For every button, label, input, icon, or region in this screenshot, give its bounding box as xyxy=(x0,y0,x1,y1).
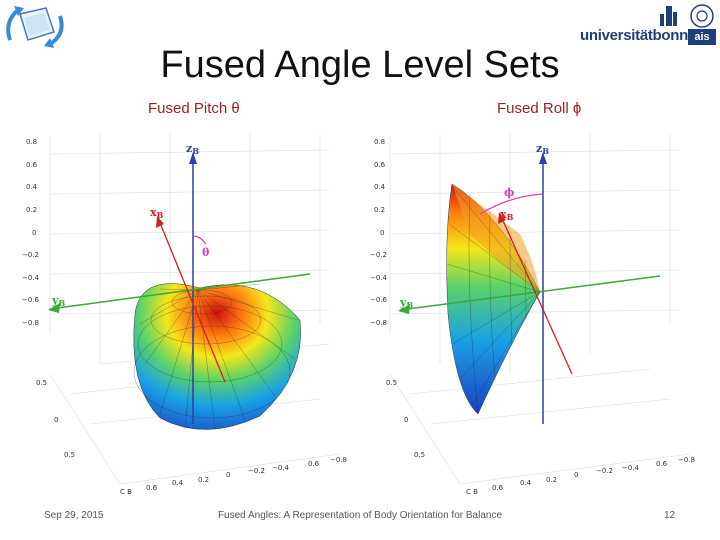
university-name: universitätbonn xyxy=(580,27,689,44)
university-emblem-icon xyxy=(660,4,714,28)
svg-text:0.5: 0.5 xyxy=(64,451,75,459)
pitch-z-label: zB xyxy=(186,142,199,156)
svg-text:0: 0 xyxy=(32,229,36,237)
roll-left-ticks: 0.5 0 0.5 xyxy=(386,379,425,459)
pitch-bottom-ticks: C B 0.6 0.4 0.2 0 −0.2 −0.4 0.6 −0.8 xyxy=(120,456,347,496)
slide-title: Fused Angle Level Sets xyxy=(160,44,560,86)
svg-text:0: 0 xyxy=(404,416,408,424)
svg-text:C B: C B xyxy=(120,488,132,496)
svg-text:−0.2: −0.2 xyxy=(596,467,613,475)
pitch-left-ticks: 0.5 0 0.5 xyxy=(36,379,75,459)
pitch-x-label: xB xyxy=(150,206,164,220)
svg-text:−0.8: −0.8 xyxy=(678,456,695,464)
pitch-angle-arc xyxy=(192,235,207,245)
footer-title: Fused Angles: A Representation of Body O… xyxy=(217,510,503,521)
svg-text:0.8: 0.8 xyxy=(374,138,385,146)
svg-text:0.4: 0.4 xyxy=(172,479,184,487)
svg-text:0.6: 0.6 xyxy=(492,484,504,492)
svg-text:0.2: 0.2 xyxy=(198,476,209,484)
svg-text:0: 0 xyxy=(54,416,58,424)
svg-text:−0.6: −0.6 xyxy=(370,296,388,304)
roll-plot-label: Fused Roll ϕ xyxy=(497,100,582,117)
university-logo: universitätbonn ais xyxy=(578,2,718,48)
pitch-level-set-plot: zB xB yB θ 0.8 0.6 0.4 0.2 0 −0.2 −0.4 −… xyxy=(10,124,350,504)
pitch-x-axis xyxy=(157,217,226,383)
pitch-z-ticks: 0.8 0.6 0.4 0.2 0 −0.2 −0.4 −0.6 −0.8 xyxy=(22,138,40,327)
svg-text:−0.8: −0.8 xyxy=(370,319,387,327)
svg-text:0.6: 0.6 xyxy=(656,460,668,468)
footer-date: Sep 29, 2015 xyxy=(44,510,104,521)
svg-text:0: 0 xyxy=(226,471,230,479)
svg-text:−0.4: −0.4 xyxy=(622,464,640,472)
roll-y-label: yB xyxy=(399,296,413,310)
roll-x-axis xyxy=(499,213,573,375)
roll-angle-arc xyxy=(479,193,544,215)
pitch-y-axis xyxy=(49,273,311,310)
svg-text:−0.4: −0.4 xyxy=(22,274,40,282)
svg-text:0.2: 0.2 xyxy=(374,206,385,214)
svg-text:0.4: 0.4 xyxy=(520,479,532,487)
roll-x-label: xB xyxy=(500,208,514,222)
roll-grid xyxy=(389,132,691,485)
roll-angle-label: ϕ xyxy=(504,186,514,199)
roll-plot-canvas: zB xB yB ϕ 0.8 0.6 0.4 0.2 0 −0.2 −0.4 −… xyxy=(370,132,695,496)
roll-z-ticks: 0.8 0.6 0.4 0.2 0 −0.2 −0.4 −0.6 −0.8 xyxy=(370,138,388,327)
page-number: 12 xyxy=(664,510,676,521)
svg-text:0.2: 0.2 xyxy=(26,206,37,214)
svg-text:−0.4: −0.4 xyxy=(370,274,388,282)
roll-bottom-ticks: C B 0.6 0.4 0.2 0 −0.2 −0.4 0.6 −0.8 xyxy=(466,456,695,496)
rotation-logo-icon xyxy=(6,6,64,48)
roll-surface xyxy=(446,183,541,415)
svg-text:0.4: 0.4 xyxy=(26,183,38,191)
roll-y-axis xyxy=(399,275,661,311)
svg-text:C B: C B xyxy=(466,488,478,496)
svg-text:−0.6: −0.6 xyxy=(22,296,40,304)
svg-text:0.4: 0.4 xyxy=(374,183,386,191)
svg-text:0: 0 xyxy=(380,229,384,237)
svg-text:−0.4: −0.4 xyxy=(272,464,290,472)
rotation-logo xyxy=(2,2,68,52)
svg-text:0.6: 0.6 xyxy=(308,460,320,468)
pitch-surface xyxy=(133,283,301,431)
group-badge: ais xyxy=(688,29,716,45)
svg-text:0.5: 0.5 xyxy=(386,379,397,387)
svg-text:0.2: 0.2 xyxy=(546,476,557,484)
svg-text:0.6: 0.6 xyxy=(26,161,38,169)
svg-text:0.8: 0.8 xyxy=(26,138,37,146)
svg-text:−0.2: −0.2 xyxy=(370,251,387,259)
svg-text:0.6: 0.6 xyxy=(146,484,158,492)
svg-text:0: 0 xyxy=(574,471,578,479)
svg-text:−0.8: −0.8 xyxy=(22,319,39,327)
pitch-plot-canvas: zB xB yB θ 0.8 0.6 0.4 0.2 0 −0.2 −0.4 −… xyxy=(22,132,347,496)
svg-text:−0.8: −0.8 xyxy=(330,456,347,464)
svg-text:0.6: 0.6 xyxy=(374,161,386,169)
roll-z-label: zB xyxy=(536,142,549,156)
roll-level-set-plot: zB xB yB ϕ 0.8 0.6 0.4 0.2 0 −0.2 −0.4 −… xyxy=(360,124,700,504)
pitch-angle-label: θ xyxy=(202,246,209,259)
pitch-y-label: yB xyxy=(51,294,65,308)
svg-text:0.5: 0.5 xyxy=(36,379,47,387)
svg-text:−0.2: −0.2 xyxy=(248,467,265,475)
svg-text:−0.2: −0.2 xyxy=(22,251,39,259)
svg-text:0.5: 0.5 xyxy=(414,451,425,459)
pitch-plot-label: Fused Pitch θ xyxy=(148,100,240,117)
